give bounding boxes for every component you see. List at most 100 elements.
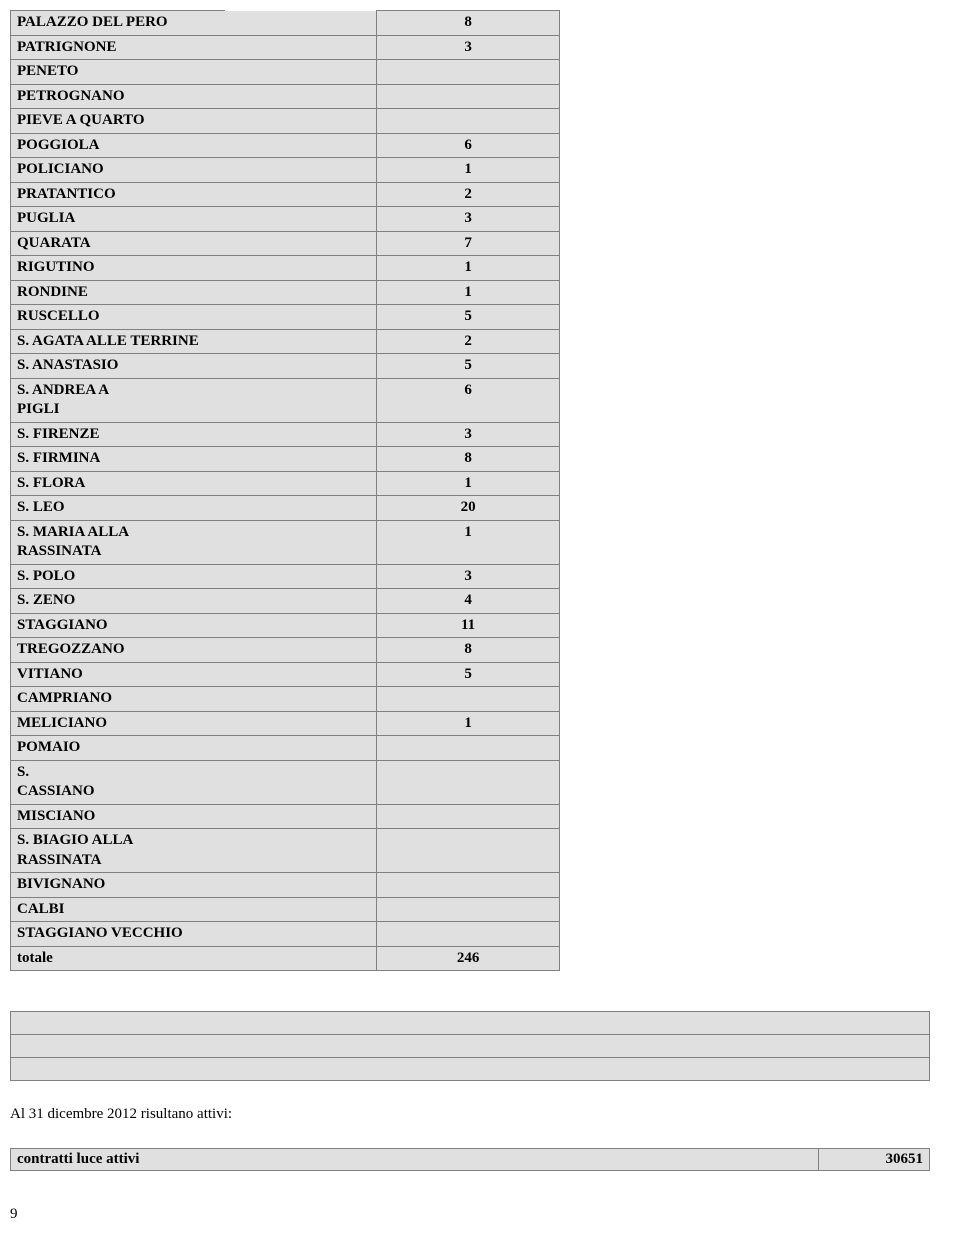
row-label: S. FIRENZE xyxy=(11,422,377,447)
row-label: S. FLORA xyxy=(11,471,377,496)
table-row: S. MARIA ALLARASSINATA1 xyxy=(11,520,560,564)
table-row: S. LEO20 xyxy=(11,496,560,521)
row-value: 8 xyxy=(377,638,560,663)
row-label: S. ANDREA APIGLI xyxy=(11,378,377,422)
row-value xyxy=(377,922,560,947)
row-label: MISCIANO xyxy=(11,804,377,829)
row-value: 3 xyxy=(377,207,560,232)
table-row: POLICIANO1 xyxy=(11,158,560,183)
row-label: QUARATA xyxy=(11,231,377,256)
row-label: PALAZZO DEL PERO xyxy=(11,11,377,36)
row-value: 20 xyxy=(377,496,560,521)
row-value: 8 xyxy=(377,447,560,472)
blank-row xyxy=(11,1035,930,1058)
row-value xyxy=(377,829,560,873)
table-row: PRATANTICO2 xyxy=(11,182,560,207)
row-label: PIEVE A QUARTO xyxy=(11,109,377,134)
row-label: RUSCELLO xyxy=(11,305,377,330)
row-label: BIVIGNANO xyxy=(11,873,377,898)
table-row: PIEVE A QUARTO xyxy=(11,109,560,134)
table-row: PATRIGNONE3 xyxy=(11,35,560,60)
row-value: 5 xyxy=(377,662,560,687)
table-row: BIVIGNANO xyxy=(11,873,560,898)
table-row: S. AGATA ALLE TERRINE2 xyxy=(11,329,560,354)
note-text: Al 31 dicembre 2012 risultano attivi: xyxy=(10,1106,950,1123)
table-row: MELICIANO1 xyxy=(11,711,560,736)
row-label: TREGOZZANO xyxy=(11,638,377,663)
row-label: PETROGNANO xyxy=(11,84,377,109)
row-value: 3 xyxy=(377,422,560,447)
row-value: 6 xyxy=(377,133,560,158)
contracts-label: contratti luce attivi xyxy=(11,1149,819,1171)
table-row: STAGGIANO VECCHIO xyxy=(11,922,560,947)
table-row: VITIANO5 xyxy=(11,662,560,687)
table-row: TREGOZZANO8 xyxy=(11,638,560,663)
row-value xyxy=(377,60,560,85)
locality-table: PALAZZO DEL PERO8PATRIGNONE3PENETOPETROG… xyxy=(10,10,560,971)
table-row: S. FLORA1 xyxy=(11,471,560,496)
row-value xyxy=(377,736,560,761)
row-value xyxy=(377,84,560,109)
row-value: 1 xyxy=(377,711,560,736)
table-row: PALAZZO DEL PERO8 xyxy=(11,11,560,36)
contracts-table: contratti luce attivi 30651 xyxy=(10,1148,930,1171)
row-label: POGGIOLA xyxy=(11,133,377,158)
row-value xyxy=(377,804,560,829)
table-row: CAMPRIANO xyxy=(11,687,560,712)
row-label: RONDINE xyxy=(11,280,377,305)
row-value: 3 xyxy=(377,35,560,60)
table-row: S. BIAGIO ALLARASSINATA xyxy=(11,829,560,873)
table-row: S. FIRMINA8 xyxy=(11,447,560,472)
row-label: MELICIANO xyxy=(11,711,377,736)
row-label: VITIANO xyxy=(11,662,377,687)
row-value xyxy=(377,897,560,922)
row-value: 8 xyxy=(377,11,560,36)
row-label: PENETO xyxy=(11,60,377,85)
row-value: 6 xyxy=(377,378,560,422)
table-row: S. ANASTASIO5 xyxy=(11,354,560,379)
row-label: S. ZENO xyxy=(11,589,377,614)
row-label: PATRIGNONE xyxy=(11,35,377,60)
table-row: QUARATA7 xyxy=(11,231,560,256)
row-value: 7 xyxy=(377,231,560,256)
row-label: CALBI xyxy=(11,897,377,922)
table-row: S. FIRENZE3 xyxy=(11,422,560,447)
table-row: MISCIANO xyxy=(11,804,560,829)
row-value: 2 xyxy=(377,182,560,207)
row-label: POLICIANO xyxy=(11,158,377,183)
row-label: STAGGIANO xyxy=(11,613,377,638)
table-row: RUSCELLO5 xyxy=(11,305,560,330)
row-label: STAGGIANO VECCHIO xyxy=(11,922,377,947)
row-label: S. FIRMINA xyxy=(11,447,377,472)
table-row: PENETO xyxy=(11,60,560,85)
row-value: 246 xyxy=(377,946,560,971)
row-value: 1 xyxy=(377,256,560,281)
table-row: POGGIOLA6 xyxy=(11,133,560,158)
row-value: 5 xyxy=(377,305,560,330)
row-value: 1 xyxy=(377,471,560,496)
table-row: totale246 xyxy=(11,946,560,971)
row-value: 4 xyxy=(377,589,560,614)
table-row: S.CASSIANO xyxy=(11,760,560,804)
table-row: POMAIO xyxy=(11,736,560,761)
row-label: S. LEO xyxy=(11,496,377,521)
row-label: CAMPRIANO xyxy=(11,687,377,712)
row-value: 1 xyxy=(377,158,560,183)
row-value: 1 xyxy=(377,280,560,305)
row-value: 11 xyxy=(377,613,560,638)
row-label: S. ANASTASIO xyxy=(11,354,377,379)
row-label: S. MARIA ALLARASSINATA xyxy=(11,520,377,564)
row-label: S. POLO xyxy=(11,564,377,589)
row-value: 5 xyxy=(377,354,560,379)
row-value: 2 xyxy=(377,329,560,354)
row-label: PUGLIA xyxy=(11,207,377,232)
row-value xyxy=(377,109,560,134)
table-row: S. ANDREA APIGLI6 xyxy=(11,378,560,422)
row-value: 1 xyxy=(377,520,560,564)
blank-row xyxy=(11,1058,930,1081)
table-row: RONDINE1 xyxy=(11,280,560,305)
row-value: 3 xyxy=(377,564,560,589)
row-value xyxy=(377,873,560,898)
table-row: CALBI xyxy=(11,897,560,922)
row-value xyxy=(377,760,560,804)
